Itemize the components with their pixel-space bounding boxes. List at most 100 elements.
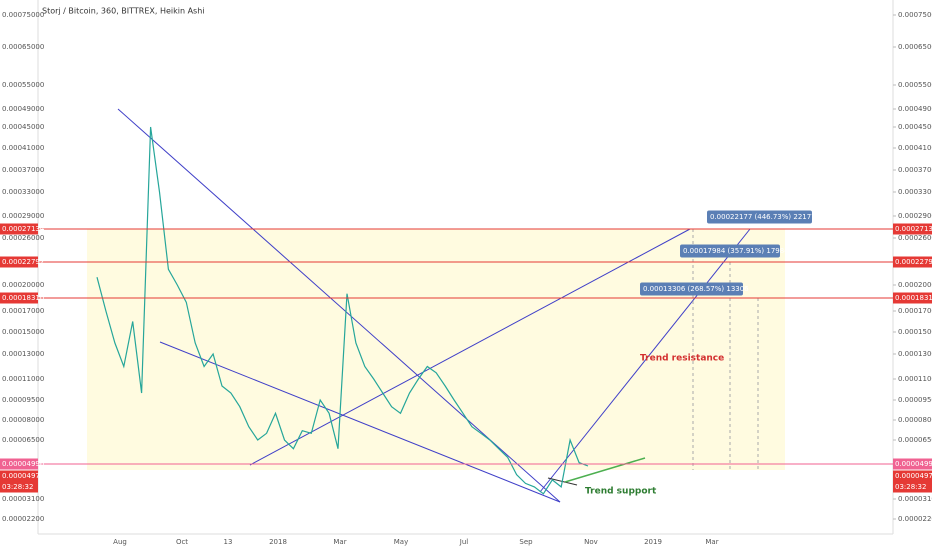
badge-box — [893, 292, 932, 304]
measure-label: 0.00017984 (357.91%) 17984 — [680, 244, 789, 258]
price-label-right: 0.00037000 — [898, 166, 932, 174]
measure-text: 0.00022177 (446.73%) 22177 — [710, 213, 816, 221]
chart-title: Storj / Bitcoin, 360, BITTREX, Heikin As… — [42, 7, 205, 16]
measure-label: 0.00013306 (268.57%) 13306 — [640, 282, 749, 296]
badge-text: 0.00022792 — [2, 258, 44, 266]
time-label: Sep — [519, 538, 533, 546]
price-label-right: 0.00041000 — [898, 144, 932, 152]
price-badge: 0.00004972 — [0, 470, 44, 482]
badge-text: 0.00004972 — [895, 472, 932, 480]
price-line — [96, 126, 589, 495]
price-badge: 0.00004996 — [893, 458, 932, 470]
badge-text: 03:28:32 — [895, 483, 926, 491]
price-badge: 0.00004972 — [893, 470, 932, 482]
badge-text: 0.00018310 — [895, 294, 932, 302]
price-label-right: 0.00075000 — [898, 11, 932, 19]
price-label-left: 0.00017000 — [2, 307, 44, 315]
price-badge: 03:28:32 — [893, 481, 932, 493]
price-label-right: 0.00065000 — [898, 43, 932, 51]
badge-box — [893, 256, 932, 268]
badge-text: 0.00004996 — [2, 460, 45, 468]
price-label-left: 0.00026000 — [2, 234, 44, 242]
measure-text: 0.00017984 (357.91%) 17984 — [683, 247, 789, 255]
trend-line — [539, 228, 751, 493]
badge-text: 0.00004972 — [2, 472, 44, 480]
time-label: Jul — [459, 538, 469, 546]
price-label-right: 0.00026000 — [898, 234, 932, 242]
price-label-left: 0.00065000 — [2, 43, 44, 51]
trend-line — [117, 108, 561, 503]
trend-line — [249, 228, 691, 466]
measure-box — [680, 244, 780, 258]
price-badge: 0.00018310 — [0, 292, 44, 304]
price-label-left: 0.00006500 — [2, 436, 44, 444]
price-badge: 0.00022792 — [0, 256, 44, 268]
measure-label: 0.00022177 (446.73%) 22177 — [707, 210, 816, 224]
badge-box — [0, 292, 38, 304]
price-label-right: 0.00015000 — [898, 328, 932, 336]
badge-text: 0.00027134 — [895, 225, 932, 233]
measure-guides — [692, 229, 759, 470]
price-label-left: 0.00003100 — [2, 495, 44, 503]
time-label: 2018 — [269, 538, 287, 546]
price-label-left: 0.00075000 — [2, 11, 44, 19]
badge-text: 0.00027134 — [2, 225, 45, 233]
price-label-right: 0.00017000 — [898, 307, 932, 315]
price-label-right: 0.00020000 — [898, 281, 932, 289]
price-label-left: 0.00015000 — [2, 328, 44, 336]
badge-text: 0.00022792 — [895, 258, 932, 266]
price-label-left: 0.00009500 — [2, 396, 44, 404]
price-badge: 03:28:32 — [0, 481, 38, 493]
price-label-left: 0.00055000 — [2, 81, 44, 89]
badge-box — [0, 256, 38, 268]
badge-box — [0, 470, 38, 482]
price-label-right: 0.00033000 — [898, 188, 932, 196]
price-badge: 0.00018310 — [893, 292, 932, 304]
price-label-left: 0.00029000 — [2, 212, 44, 220]
price-label-left: 0.00041000 — [2, 144, 44, 152]
time-label: Aug — [113, 538, 127, 546]
price-label-left: 0.00011000 — [2, 375, 44, 383]
price-label-right: 0.00008000 — [898, 416, 932, 424]
measure-box — [640, 282, 743, 296]
trend-line — [159, 341, 561, 503]
measure-box — [707, 210, 812, 224]
price-label-right: 0.00003100 — [898, 495, 932, 503]
badge-box — [893, 470, 932, 482]
time-label: Oct — [176, 538, 188, 546]
price-label-right: 0.00011000 — [898, 375, 932, 383]
price-label-right: 0.00002200 — [898, 515, 932, 523]
price-label-left: 0.00002200 — [2, 515, 44, 523]
price-label-right: 0.00009500 — [898, 396, 932, 404]
badge-box — [0, 481, 38, 493]
price-label-right: 0.00049000 — [898, 105, 932, 113]
badge-box — [893, 458, 932, 470]
trend-lines — [117, 108, 751, 503]
time-label: May — [394, 538, 408, 546]
time-label: 2019 — [644, 538, 662, 546]
badge-box — [893, 223, 932, 235]
price-badge: 0.00027134 — [893, 223, 932, 235]
price-label-left: 0.00037000 — [2, 166, 44, 174]
price-label-left: 0.00049000 — [2, 105, 44, 113]
support-line — [564, 457, 646, 483]
time-label: Mar — [705, 538, 718, 546]
price-label-left: 0.00020000 — [2, 281, 44, 289]
badge-box — [893, 481, 932, 493]
badge-text: 0.00004996 — [895, 460, 932, 468]
time-label: 13 — [224, 538, 233, 546]
time-label: Nov — [584, 538, 598, 546]
badge-text: 0.00018310 — [2, 294, 44, 302]
price-badge: 0.00004996 — [0, 458, 45, 470]
price-label-right: 0.00013000 — [898, 350, 932, 358]
measure-text: 0.00013306 (268.57%) 13306 — [643, 285, 749, 293]
price-label-right: 0.00045000 — [898, 123, 932, 131]
range-shade — [87, 229, 785, 470]
price-label-left: 0.00013000 — [2, 350, 44, 358]
annotation: Trend support — [585, 487, 657, 497]
price-label-right: 0.00055000 — [898, 81, 932, 89]
price-badge: 0.00027134 — [0, 223, 45, 235]
price-label-right: 0.00006500 — [898, 436, 932, 444]
badge-text: 03:28:32 — [2, 483, 33, 491]
